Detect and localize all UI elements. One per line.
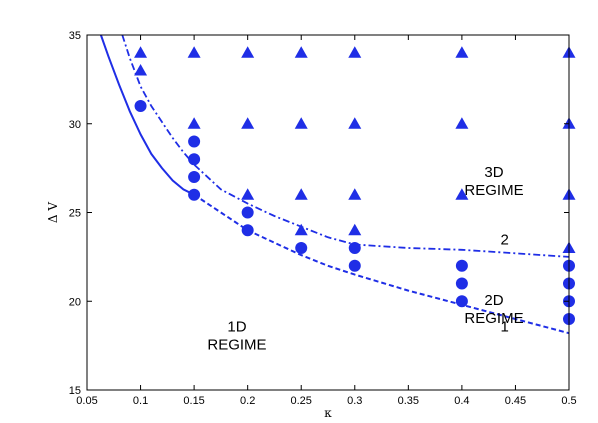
plot-marks — [99, 34, 576, 335]
x-tick-label: 0.15 — [183, 395, 204, 407]
x-tick-label: 0.3 — [347, 395, 362, 407]
boundary-curve-dashdot — [121, 34, 570, 258]
annotation-line: REGIME — [464, 182, 523, 199]
annotation-line: 2 — [501, 231, 509, 248]
triangle-point — [187, 117, 201, 129]
triangle-point — [241, 117, 255, 129]
annotation-label: 2 — [501, 231, 509, 248]
triangle-point — [455, 117, 469, 129]
x-axis-label: κ — [324, 406, 332, 420]
circle-point — [188, 171, 201, 183]
circle-point — [188, 153, 201, 166]
boundary-curve-dashed — [193, 193, 570, 335]
x-tick-label: 0.25 — [291, 395, 312, 407]
triangle-point — [134, 46, 148, 58]
circle-point — [455, 277, 468, 290]
annotation-line: 2D — [484, 292, 503, 309]
x-tick-label: 0.5 — [561, 395, 576, 407]
x-tick-label: 0.1 — [133, 395, 148, 407]
annotation-label: 3D REGIME — [464, 164, 523, 199]
triangle-point — [348, 188, 362, 200]
annotation-line: 3D — [484, 164, 503, 181]
triangle-point — [294, 46, 308, 58]
annotation-line: REGIME — [207, 336, 266, 353]
x-tick-label: 0.4 — [454, 395, 469, 407]
circle-point — [455, 295, 468, 308]
x-tick-label: 0.45 — [505, 395, 526, 407]
triangle-point — [294, 117, 308, 129]
annotation-line: REGIME — [464, 310, 523, 327]
triangle-point — [348, 223, 362, 236]
circle-point — [295, 242, 308, 254]
y-tick-label: 20 — [69, 296, 81, 308]
annotation-label: 1 — [501, 318, 509, 335]
circle-point — [241, 206, 254, 219]
circle-point — [188, 188, 201, 201]
annotation-line: 1 — [501, 318, 509, 335]
y-tick-label: 25 — [69, 208, 81, 220]
annotation-line: 1D — [227, 318, 246, 335]
annotation-label: 2D REGIME — [464, 292, 523, 327]
circle-point — [348, 259, 361, 272]
triangle-point — [241, 46, 255, 58]
y-tick-label: 15 — [69, 385, 81, 397]
triangle-point — [348, 46, 362, 58]
circle-point — [188, 135, 201, 148]
y-tick-label: 35 — [69, 30, 81, 42]
y-tick-label: 30 — [69, 119, 81, 131]
annotation-label: 1D REGIME — [207, 318, 266, 353]
triangle-point — [455, 46, 469, 58]
triangle-point — [294, 188, 308, 200]
circle-point — [241, 224, 254, 237]
axis-ticks: 0.05 0.1 0.15 0.2 0.25 0.3 0.35 0.4 0.45 0.5 15 20 2… — [69, 30, 577, 407]
triangle-point — [455, 188, 469, 200]
boundary-curve-solid — [99, 34, 195, 196]
plot-frame — [86, 34, 570, 391]
triangle-point — [241, 188, 255, 200]
triangle-point — [348, 117, 362, 129]
circle-point — [455, 259, 468, 272]
circle-point — [348, 242, 361, 254]
x-tick-label: 0.2 — [240, 395, 255, 407]
x-tick-label: 0.05 — [76, 395, 97, 407]
y-axis-label: Δ V — [46, 202, 60, 223]
circle-point — [134, 100, 147, 112]
x-tick-label: 0.35 — [398, 395, 419, 407]
triangle-point — [187, 46, 201, 58]
triangle-point — [294, 223, 308, 236]
triangle-point — [134, 64, 148, 76]
